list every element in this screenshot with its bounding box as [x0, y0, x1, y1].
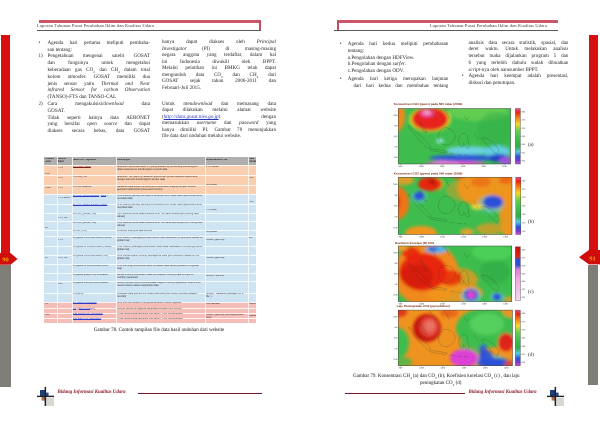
svg-text:355: 355	[522, 152, 525, 154]
svg-text:100E: 100E	[419, 304, 424, 306]
svg-text:350: 350	[522, 362, 525, 364]
svg-text:370: 370	[522, 197, 525, 199]
svg-text:90: 90	[2, 257, 8, 264]
svg-text:110E: 110E	[440, 237, 445, 239]
svg-text:355: 355	[522, 289, 525, 291]
svg-text:5S: 5S	[395, 217, 398, 219]
svg-text:365: 365	[522, 338, 525, 340]
svg-text:130E: 130E	[482, 237, 487, 239]
svg-text:140E: 140E	[504, 368, 509, 370]
svg-text:355: 355	[522, 223, 525, 225]
svg-text:380: 380	[522, 313, 525, 315]
svg-text:140E: 140E	[502, 166, 507, 168]
svg-text:EQ: EQ	[394, 274, 397, 276]
svg-text:5N: 5N	[394, 263, 397, 265]
svg-text:360: 360	[522, 346, 525, 348]
svg-text:10N: 10N	[393, 115, 397, 117]
svg-text:Konsentrasi CO2 (ppmv) pada 50: Konsentrasi CO2 (ppmv) pada 500 mbar (20…	[394, 172, 463, 176]
svg-text:120E: 120E	[461, 237, 466, 239]
svg-text:355: 355	[522, 354, 525, 356]
svg-text:10N: 10N	[393, 184, 397, 186]
svg-text:360: 360	[522, 144, 525, 146]
svg-text:10S: 10S	[393, 157, 397, 159]
svg-text:370: 370	[522, 128, 525, 130]
svg-text:Laju Peningkatan CO2 (ppmv/tah: Laju Peningkatan CO2 (ppmv/tahun)	[397, 304, 450, 308]
svg-text:370: 370	[522, 330, 525, 332]
svg-text:365: 365	[522, 206, 525, 208]
svg-text:380: 380	[522, 180, 525, 182]
svg-text:5S: 5S	[395, 348, 398, 350]
svg-text:130E: 130E	[482, 304, 487, 306]
svg-text:375: 375	[522, 189, 525, 191]
svg-text:Koefisien Korelasi (R) CO2: Koefisien Korelasi (R) CO2	[395, 241, 435, 245]
svg-text:Konsentrasi CH4 (ppmv) pada 50: Konsentrasi CH4 (ppmv) pada 500 mbar (20…	[394, 102, 462, 106]
svg-text:120E: 120E	[461, 304, 466, 306]
svg-text:100E: 100E	[419, 368, 424, 370]
svg-text:140E: 140E	[503, 237, 508, 239]
svg-text:110E: 110E	[440, 304, 445, 306]
svg-text:90E: 90E	[399, 368, 403, 370]
svg-text:130E: 130E	[483, 368, 488, 370]
svg-text:110E: 110E	[440, 166, 445, 168]
svg-text:370: 370	[522, 266, 525, 268]
svg-text:90E: 90E	[399, 166, 403, 168]
svg-text:350: 350	[522, 161, 525, 163]
svg-text:360: 360	[522, 214, 525, 216]
svg-text:375: 375	[522, 258, 525, 260]
svg-text:350: 350	[522, 231, 525, 233]
svg-text:10S: 10S	[393, 359, 397, 361]
svg-text:365: 365	[522, 273, 525, 275]
svg-text:10S: 10S	[393, 295, 397, 297]
svg-text:110E: 110E	[440, 368, 445, 370]
svg-text:380: 380	[522, 250, 525, 252]
svg-text:120E: 120E	[462, 368, 467, 370]
svg-text:375: 375	[522, 120, 525, 122]
svg-text:EQ: EQ	[394, 206, 397, 208]
svg-text:360: 360	[522, 281, 525, 283]
svg-text:5N: 5N	[394, 126, 397, 128]
svg-text:10N: 10N	[393, 253, 397, 255]
svg-text:375: 375	[522, 321, 525, 323]
svg-text:130E: 130E	[481, 166, 486, 168]
svg-text:90E: 90E	[399, 237, 403, 239]
svg-text:EQ: EQ	[394, 338, 397, 340]
svg-text:10S: 10S	[393, 227, 397, 229]
svg-text:100E: 100E	[419, 237, 424, 239]
svg-text:120E: 120E	[460, 166, 465, 168]
svg-text:350: 350	[522, 297, 525, 299]
svg-text:5S: 5S	[395, 284, 398, 286]
svg-text:5N: 5N	[394, 327, 397, 329]
svg-text:380: 380	[522, 112, 525, 114]
svg-text:140E: 140E	[503, 304, 508, 306]
svg-text:EQ: EQ	[394, 136, 397, 138]
svg-text:91: 91	[589, 256, 595, 263]
svg-text:5N: 5N	[394, 195, 397, 197]
svg-text:100E: 100E	[419, 166, 424, 168]
svg-text:365: 365	[522, 136, 525, 138]
svg-text:90E: 90E	[399, 304, 403, 306]
svg-text:10N: 10N	[393, 317, 397, 319]
svg-text:5S: 5S	[395, 147, 398, 149]
